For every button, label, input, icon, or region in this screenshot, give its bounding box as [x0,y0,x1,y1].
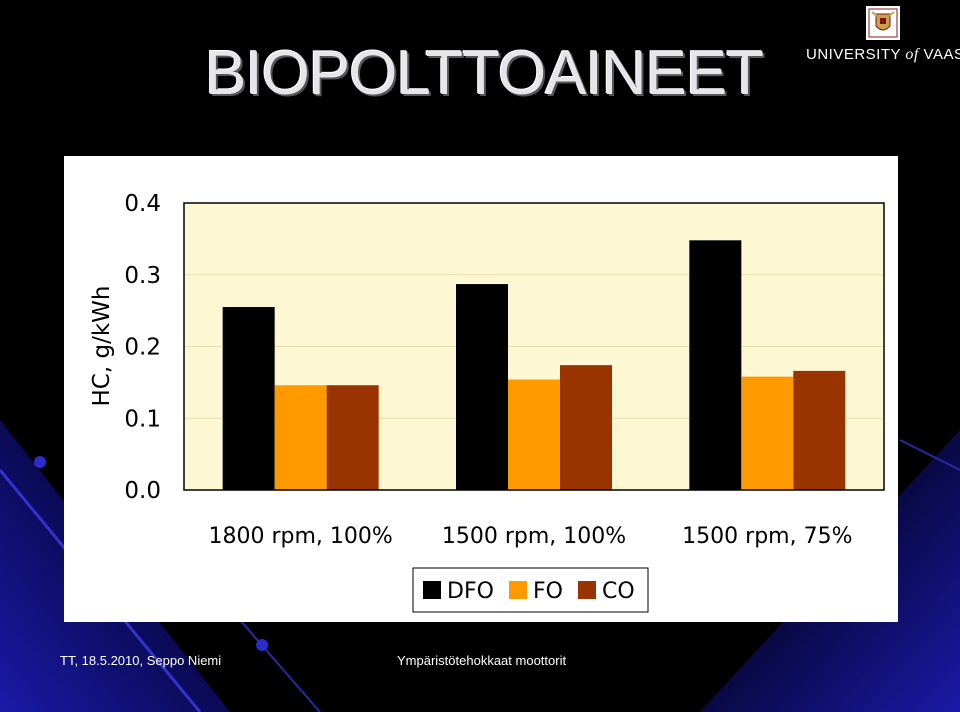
x-tick-label: 1500 rpm, 75% [682,524,852,549]
bar-fo-2 [508,379,560,490]
bar-dfo-1 [222,307,275,490]
bar-co-2 [560,365,612,490]
legend-label-fo: FO [533,579,563,604]
bar-fo-3 [741,376,794,490]
bar-co-1 [326,385,379,490]
x-tick-labels: 1800 rpm, 100% 1500 rpm, 100% 1500 rpm, 75… [209,524,853,549]
y-tick-label: 0.2 [124,335,161,361]
legend-label-dfo: DFO [447,579,494,604]
legend-swatch-dfo [423,581,441,599]
y-tick-label: 0.0 [124,478,161,504]
y-tick-labels: 0.0 0.1 0.2 0.3 0.4 [124,191,161,504]
x-tick-label: 1500 rpm, 100% [442,524,626,549]
bar-dfo-3 [689,240,742,490]
legend-swatch-fo [509,581,527,599]
bar-fo-1 [274,385,327,490]
legend: DFO FO CO [412,567,649,613]
logo-university-text: UNIVERSITY [806,46,901,63]
legend-swatch-co [578,581,596,599]
y-tick-label: 0.1 [124,406,161,432]
logo-place-text: VAASA [923,46,960,63]
footer-author-date: TT, 18.5.2010, Seppo Niemi [60,653,222,668]
legend-box [412,567,649,613]
legend-label-co: CO [602,579,635,604]
x-tick-label: 1800 rpm, 100% [209,524,393,549]
university-crest-icon [866,6,900,40]
bar-co-3 [793,370,846,490]
university-logo: UNIVERSITY of VAASA [806,46,960,64]
bar-dfo-2 [456,284,508,490]
footer-course-title: Ympäristötehokkaat moottorit [397,653,567,668]
bars [222,240,846,490]
hc-emissions-bar-chart: 0.0 0.1 0.2 0.3 0.4 1800 rpm, 100% 1500 rpm, … [89,191,885,613]
chart-panel: 0.0 0.1 0.2 0.3 0.4 1800 rpm, 100% 1500 rpm, … [64,156,898,622]
logo-of-text: of [905,46,919,63]
slide-title: BIOPOLTTOAINEET [205,39,764,108]
y-axis-label: HC, g/kWh [89,286,115,407]
plot-frame [183,202,885,491]
y-tick-label: 0.4 [124,191,161,217]
y-tick-label: 0.3 [124,263,161,289]
